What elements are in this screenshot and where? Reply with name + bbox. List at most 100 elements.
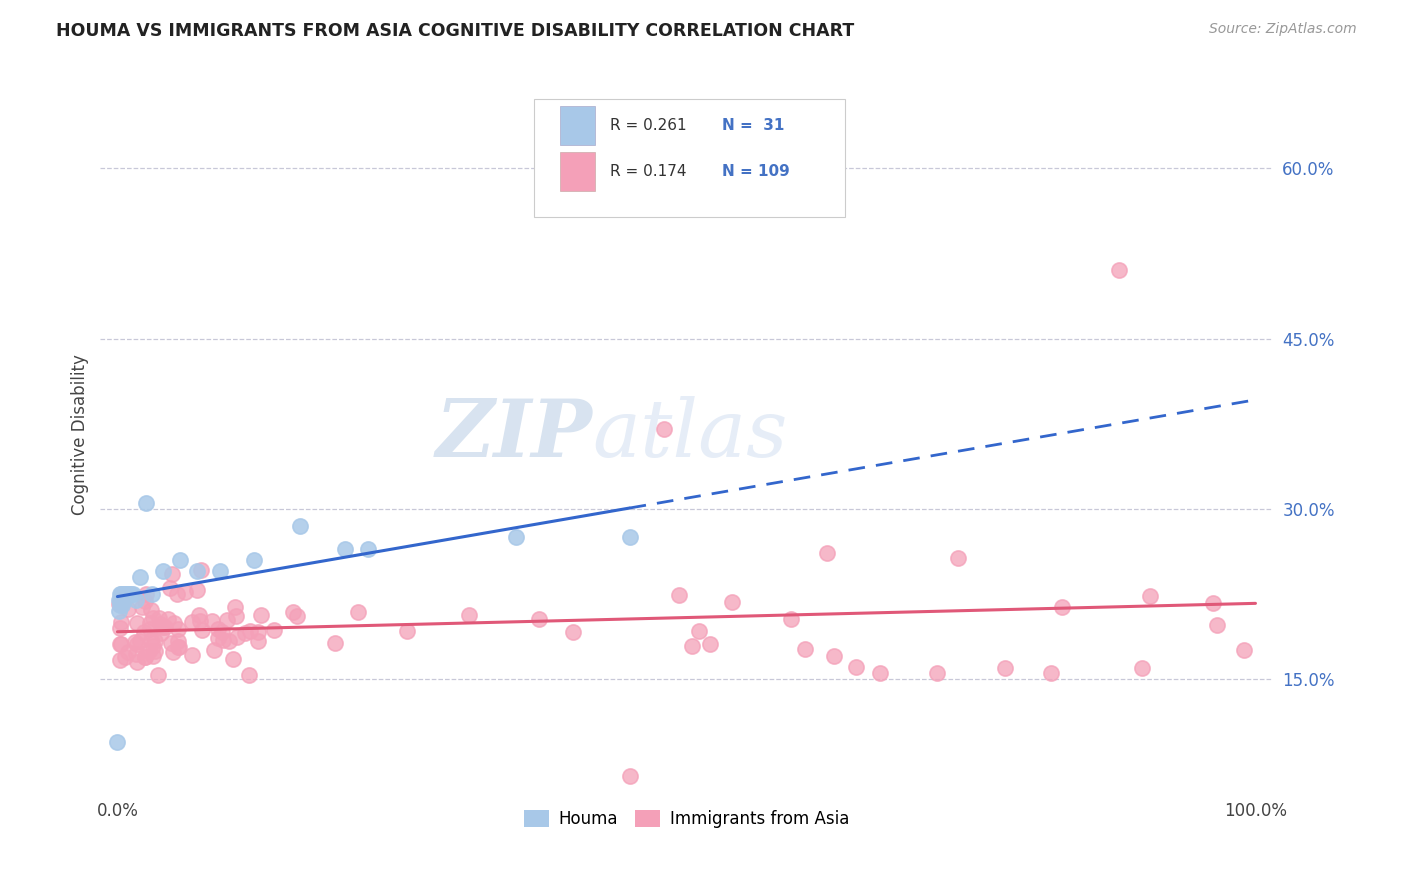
Point	[699, 637, 721, 651]
Point	[124, 635, 146, 649]
Point	[149, 616, 172, 631]
Point	[134, 650, 156, 665]
Point	[263, 623, 285, 637]
Point	[112, 587, 135, 601]
Point	[239, 624, 262, 638]
Point	[720, 595, 742, 609]
Point	[188, 615, 211, 629]
Point	[110, 637, 132, 651]
Point	[152, 564, 174, 578]
Point	[153, 619, 176, 633]
Point	[160, 567, 183, 582]
Point	[150, 619, 173, 633]
Point	[688, 624, 710, 638]
Point	[146, 668, 169, 682]
Point	[288, 519, 311, 533]
Point	[668, 588, 690, 602]
Text: N = 109: N = 109	[721, 164, 789, 179]
Point	[218, 634, 240, 648]
Point	[111, 599, 134, 613]
Point	[141, 587, 163, 601]
Text: HOUMA VS IMMIGRANTS FROM ASIA COGNITIVE DISABILITY CORRELATION CHART: HOUMA VS IMMIGRANTS FROM ASIA COGNITIVE …	[56, 22, 855, 40]
Text: R = 0.261: R = 0.261	[610, 119, 688, 133]
Point	[150, 626, 173, 640]
Point	[139, 622, 162, 636]
Point	[145, 643, 167, 657]
Point	[108, 621, 131, 635]
Point	[233, 626, 256, 640]
Point	[347, 605, 370, 619]
Point	[125, 637, 148, 651]
Point	[162, 645, 184, 659]
Point	[125, 647, 148, 661]
Point	[1206, 617, 1229, 632]
Point	[186, 564, 208, 578]
Point	[823, 649, 845, 664]
Point	[1130, 661, 1153, 675]
Point	[529, 612, 551, 626]
Point	[1233, 642, 1256, 657]
Point	[396, 624, 419, 638]
Point	[110, 587, 132, 601]
Point	[246, 634, 269, 648]
Point	[148, 611, 170, 625]
Point	[117, 602, 139, 616]
Text: R = 0.174: R = 0.174	[610, 164, 686, 179]
Point	[201, 615, 224, 629]
Point	[190, 563, 212, 577]
Point	[325, 636, 347, 650]
Point	[1139, 589, 1161, 603]
Point	[652, 422, 675, 436]
Point	[357, 541, 380, 556]
Point	[561, 624, 583, 639]
Point	[202, 642, 225, 657]
Point	[845, 659, 868, 673]
Point	[122, 587, 145, 601]
FancyBboxPatch shape	[534, 99, 845, 217]
Point	[619, 769, 641, 783]
FancyBboxPatch shape	[560, 106, 595, 145]
Point	[112, 592, 135, 607]
Point	[207, 631, 229, 645]
Text: atlas: atlas	[593, 396, 787, 474]
Point	[794, 641, 817, 656]
Point	[120, 587, 142, 601]
Point	[129, 633, 152, 648]
Point	[1108, 263, 1130, 277]
Point	[222, 651, 245, 665]
Point	[186, 583, 208, 598]
Point	[138, 616, 160, 631]
Point	[142, 639, 165, 653]
Point	[110, 592, 132, 607]
Point	[779, 611, 801, 625]
Point	[143, 633, 166, 648]
Point	[217, 613, 239, 627]
Point	[994, 661, 1017, 675]
Point	[224, 600, 246, 615]
Point	[174, 584, 197, 599]
Point	[167, 622, 190, 636]
Point	[108, 597, 131, 611]
Point	[134, 593, 156, 607]
Point	[211, 633, 233, 648]
Point	[127, 615, 149, 630]
Point	[1202, 596, 1225, 610]
Point	[117, 587, 139, 601]
Point	[157, 612, 180, 626]
Point	[138, 644, 160, 658]
Point	[163, 616, 186, 631]
Point	[160, 636, 183, 650]
Point	[681, 640, 703, 654]
Point	[285, 609, 308, 624]
Point	[211, 625, 233, 640]
Point	[167, 640, 190, 655]
Point	[207, 623, 229, 637]
Point	[283, 605, 305, 619]
FancyBboxPatch shape	[560, 152, 595, 191]
Point	[114, 649, 136, 664]
Point	[111, 595, 134, 609]
Point	[108, 637, 131, 651]
Point	[948, 551, 970, 566]
Point	[107, 604, 129, 618]
Point	[1050, 599, 1073, 614]
